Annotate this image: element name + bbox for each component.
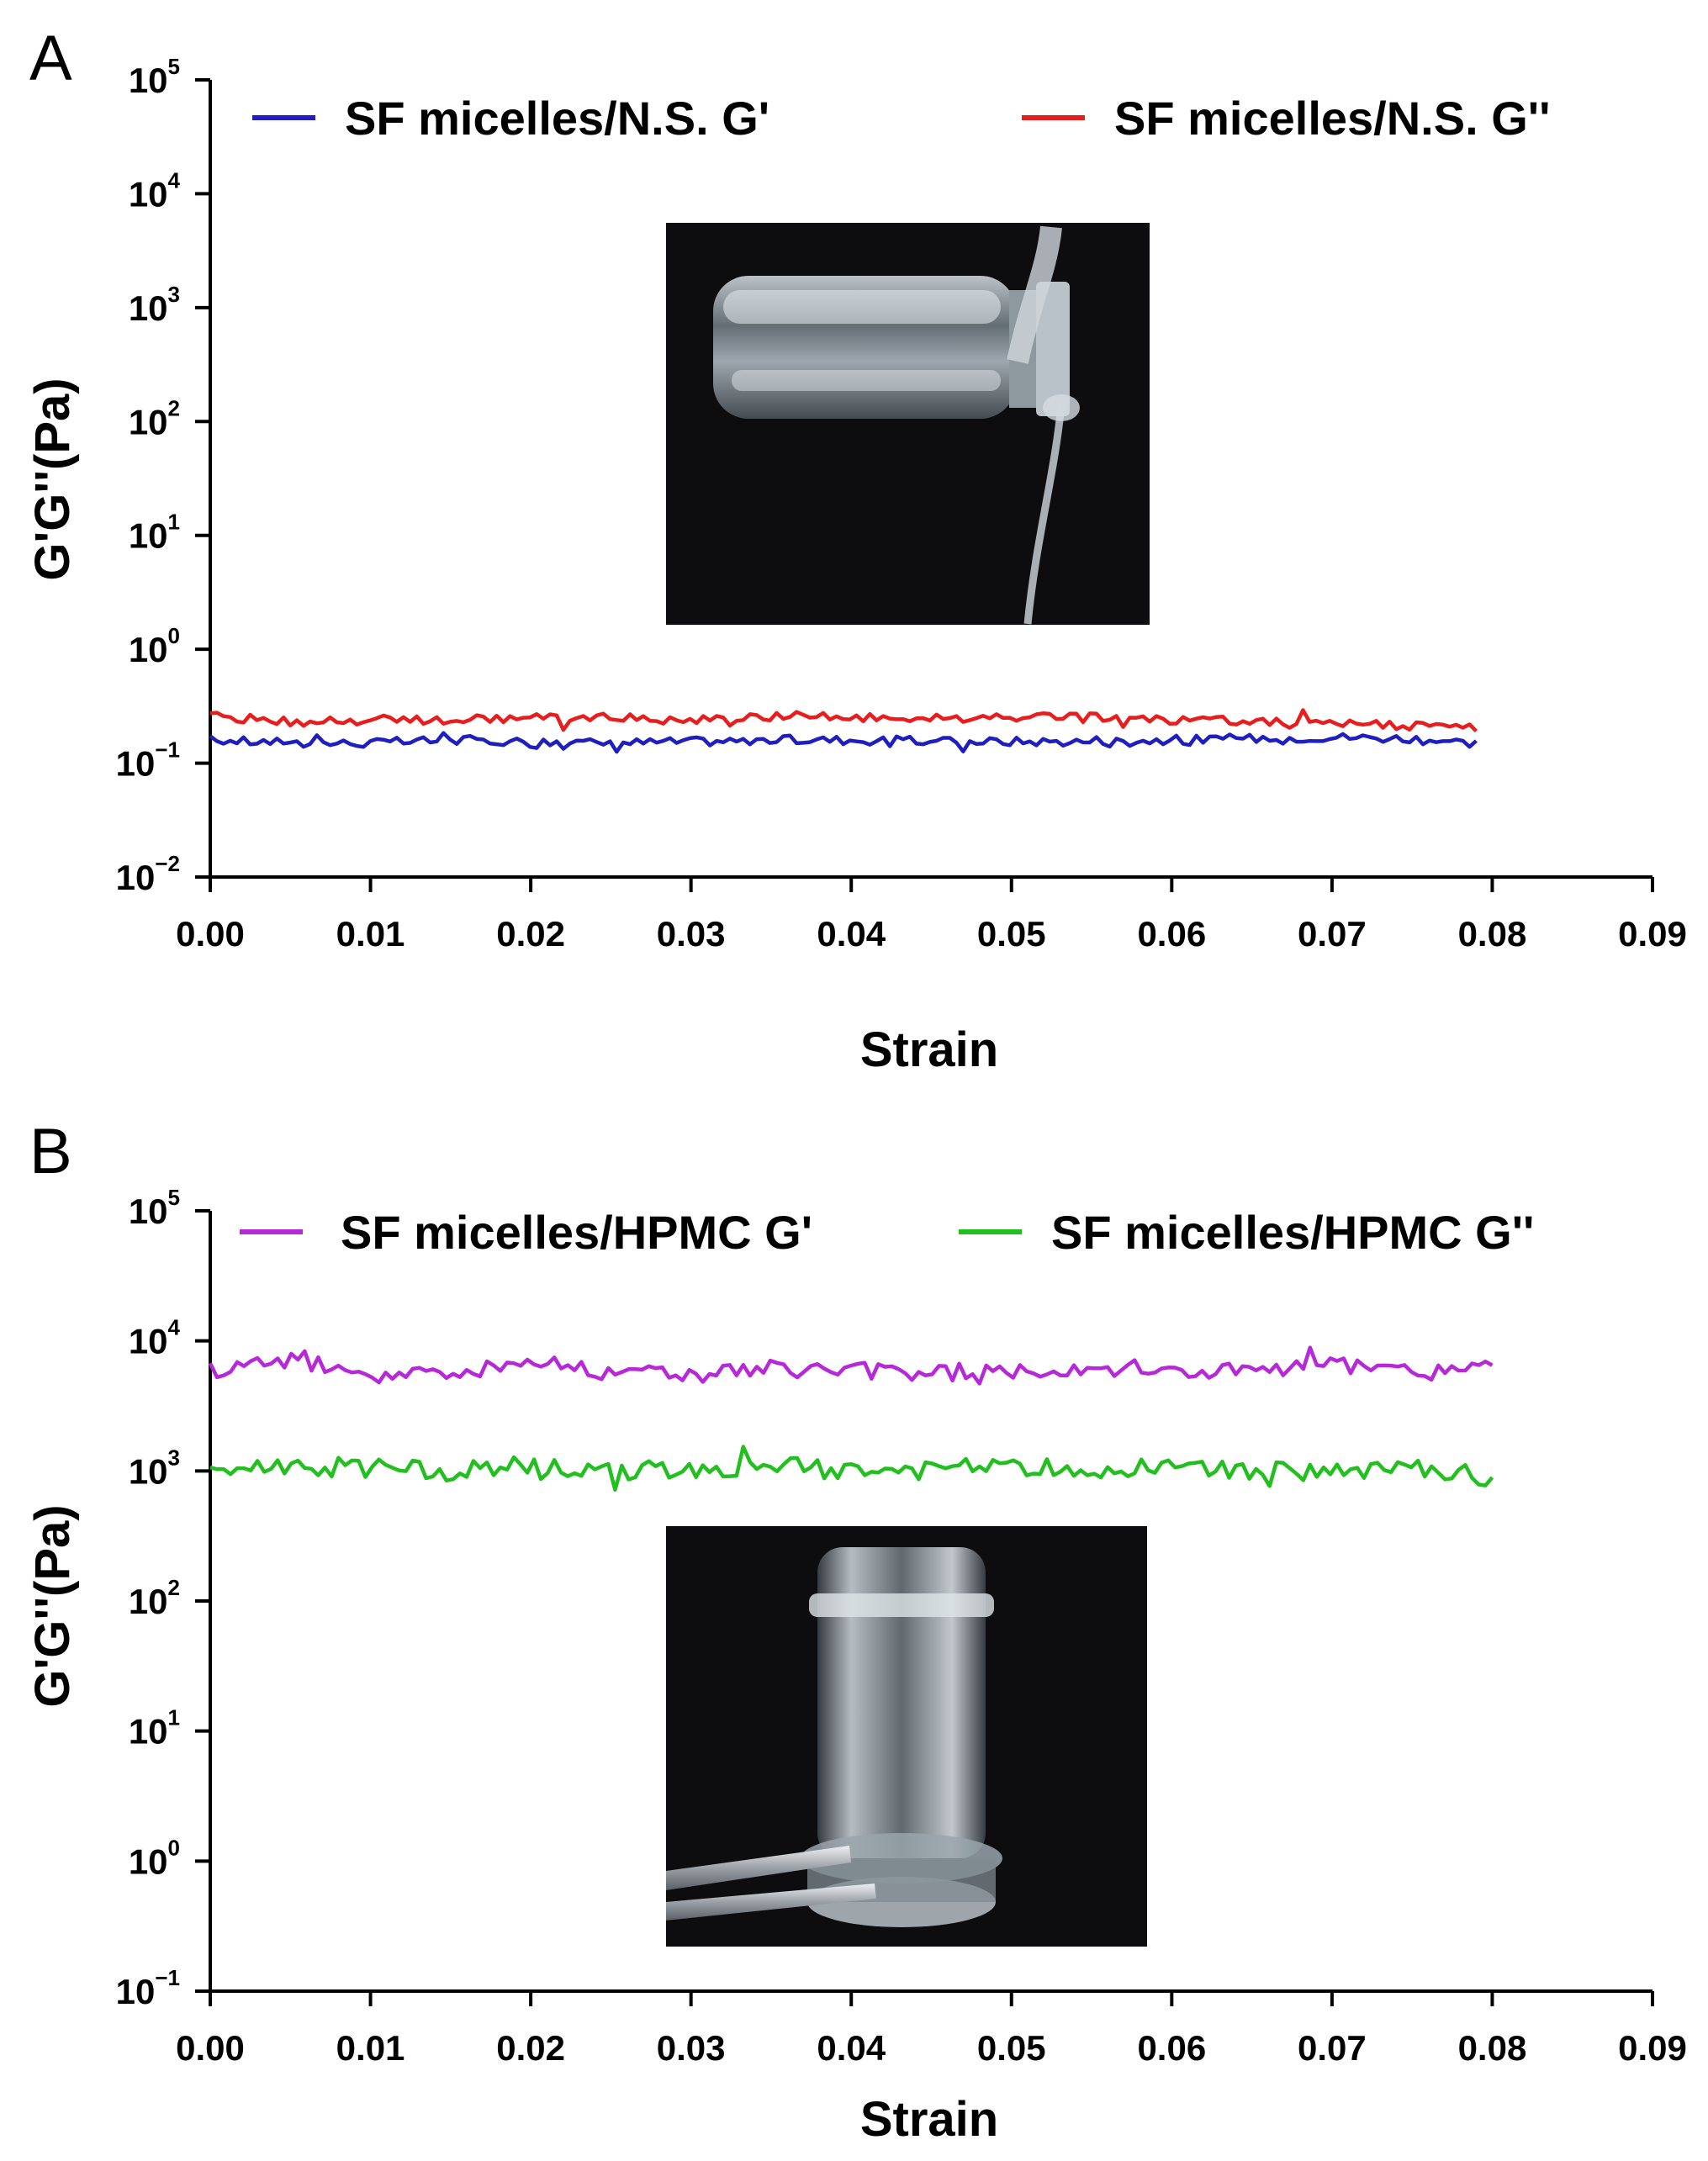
- x-tick-label: 0.01: [336, 914, 405, 954]
- x-tick-label: 0.01: [336, 2028, 405, 2068]
- series-line-a1: [209, 708, 1478, 733]
- x-tick-label: 0.03: [657, 2028, 726, 2068]
- inset-photo-b: [666, 1526, 1147, 1947]
- x-tick-label: 0.04: [817, 914, 886, 954]
- x-tick-label: 0.05: [977, 2028, 1046, 2068]
- y-tick-label: 104: [129, 1315, 181, 1361]
- x-tick-label: 0.09: [1618, 914, 1687, 954]
- panel-a: A SF micelles/N.S. G' SF micelles/N.S. G…: [25, 23, 1687, 1077]
- x-axis-title-a: Strain: [860, 1022, 998, 1077]
- y-tick-label: 105: [129, 54, 180, 100]
- y-tick-label: 102: [129, 395, 180, 441]
- series-group-a: [209, 708, 1478, 754]
- x-tick-label: 0.02: [496, 914, 565, 954]
- x-ticks-a: 0.00 0.01 0.02 0.03 0.04 0.05 0.06 0.07 0.08 0.09: [176, 877, 1687, 954]
- x-tick-label: 0.07: [1298, 2028, 1367, 2068]
- x-tick-label: 0.00: [176, 914, 245, 954]
- series-line-b0: [208, 1345, 1494, 1386]
- legend-label-b1: SF micelles/HPMC G'': [1051, 1206, 1534, 1259]
- x-axis-title-b: Strain: [860, 2092, 998, 2147]
- x-tick-label: 0.07: [1298, 914, 1367, 954]
- series-line-a0: [209, 731, 1478, 754]
- y-tick-label: 10−2: [116, 851, 180, 897]
- panel-b: B SF micelles/HPMC G' SF micelles/HPMC G…: [25, 1116, 1687, 2147]
- x-tick-label: 0.06: [1137, 2028, 1206, 2068]
- legend-label-a0: SF micelles/N.S. G': [345, 92, 769, 145]
- x-tick-label: 0.09: [1618, 2028, 1687, 2068]
- y-tick-label: 100: [129, 623, 180, 669]
- series-line-b1: [209, 1445, 1494, 1493]
- panel-letter-a: A: [29, 23, 72, 94]
- y-tick-label: 101: [129, 510, 180, 556]
- y-tick-label: 104: [129, 167, 181, 214]
- x-tick-label: 0.03: [657, 914, 726, 954]
- x-tick-label: 0.08: [1458, 914, 1527, 954]
- legend-a: SF micelles/N.S. G' SF micelles/N.S. G'': [252, 92, 1550, 145]
- y-tick-label: 105: [129, 1185, 180, 1231]
- y-tick-label: 100: [129, 1835, 180, 1881]
- x-tick-label: 0.08: [1458, 2028, 1527, 2068]
- x-tick-label: 0.04: [817, 2028, 886, 2068]
- legend-b: SF micelles/HPMC G' SF micelles/HPMC G'': [240, 1206, 1534, 1259]
- legend-label-b0: SF micelles/HPMC G': [341, 1206, 812, 1259]
- x-tick-label: 0.06: [1137, 914, 1206, 954]
- panel-letter-b: B: [29, 1116, 72, 1187]
- x-tick-label: 0.02: [496, 2028, 565, 2068]
- inset-photo-a: [666, 223, 1150, 625]
- y-tick-label: 101: [129, 1705, 180, 1752]
- y-tick-label: 10−1: [116, 1965, 180, 2011]
- y-tick-label: 102: [129, 1575, 180, 1621]
- x-tick-label: 0.00: [176, 2028, 245, 2068]
- y-ticks-b: 105 104 103 102 101 100 10−1: [116, 1185, 210, 2011]
- x-tick-label: 0.05: [977, 914, 1046, 954]
- y-axis-title-b: G'G''(Pa): [25, 1504, 80, 1707]
- legend-label-a1: SF micelles/N.S. G'': [1114, 92, 1550, 145]
- y-tick-label: 10−1: [116, 737, 180, 784]
- y-tick-label: 103: [129, 1445, 180, 1491]
- y-tick-label: 103: [129, 282, 180, 328]
- x-ticks-b: 0.00 0.01 0.02 0.03 0.04 0.05 0.06 0.07 0.08 0.09: [176, 1991, 1687, 2068]
- y-axis-title-a: G'G''(Pa): [25, 378, 80, 580]
- series-group-b: [208, 1345, 1494, 1493]
- y-ticks-a: 105 104 103 102 101 100 10−1 10−2: [116, 54, 210, 897]
